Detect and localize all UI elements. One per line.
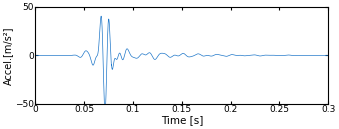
Y-axis label: Accel.[m/s²]: Accel.[m/s²] [3,26,14,85]
X-axis label: Time [s]: Time [s] [161,116,203,126]
